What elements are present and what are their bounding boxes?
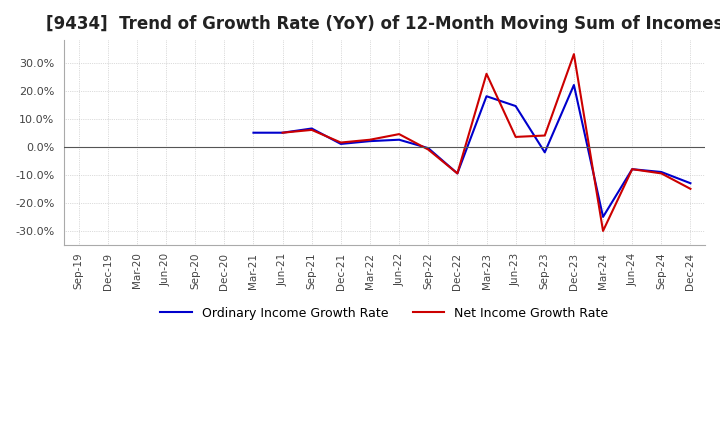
Ordinary Income Growth Rate (366, 139, 374, 144)
Ordinary Income Growth Rate (599, 214, 608, 220)
Ordinary Income Growth Rate (628, 167, 636, 172)
Ordinary Income Growth Rate (657, 169, 665, 175)
Line: Ordinary Income Growth Rate: Ordinary Income Growth Rate (253, 85, 690, 217)
Ordinary Income Growth Rate (541, 150, 549, 155)
Ordinary Income Growth Rate (336, 141, 345, 147)
Ordinary Income Growth Rate (424, 146, 433, 151)
Ordinary Income Growth Rate (453, 171, 462, 176)
Ordinary Income Growth Rate (307, 126, 316, 131)
Title: [9434]  Trend of Growth Rate (YoY) of 12-Month Moving Sum of Incomes: [9434] Trend of Growth Rate (YoY) of 12-… (46, 15, 720, 33)
Ordinary Income Growth Rate (395, 137, 403, 143)
Ordinary Income Growth Rate (686, 180, 695, 186)
Ordinary Income Growth Rate (278, 130, 287, 136)
Ordinary Income Growth Rate (249, 130, 258, 136)
Ordinary Income Growth Rate (570, 82, 578, 88)
Ordinary Income Growth Rate (511, 103, 520, 109)
Legend: Ordinary Income Growth Rate, Net Income Growth Rate: Ordinary Income Growth Rate, Net Income … (156, 302, 613, 325)
Ordinary Income Growth Rate (482, 94, 491, 99)
